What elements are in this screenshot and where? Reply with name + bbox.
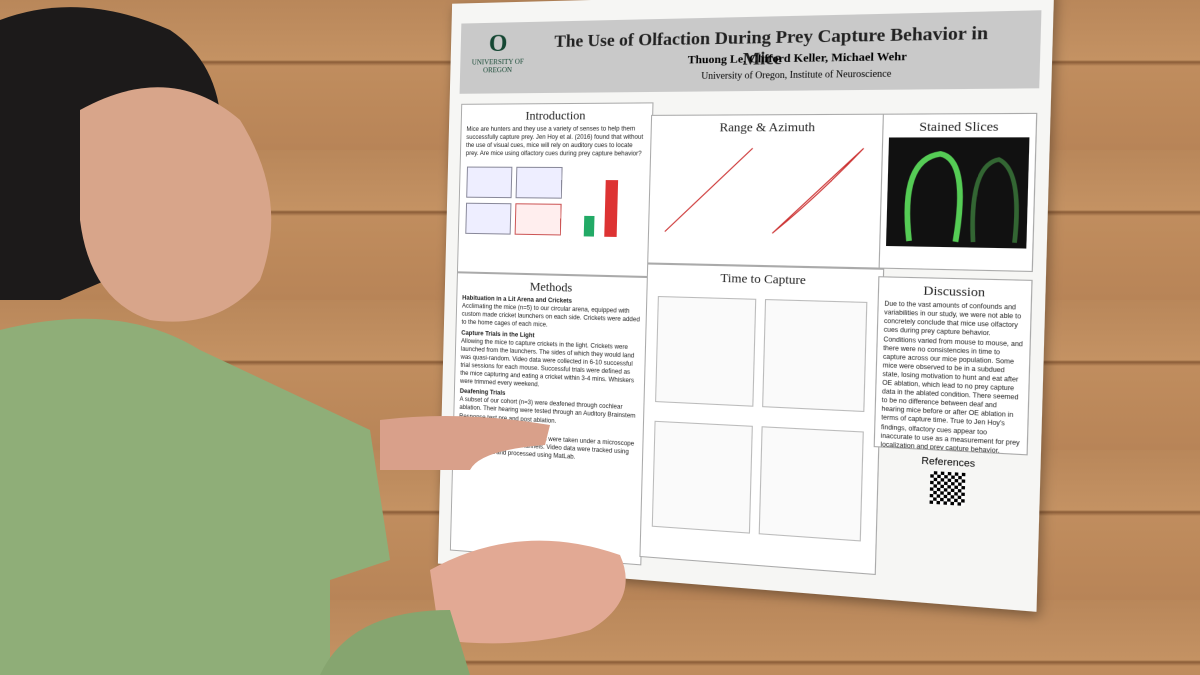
arena-plot bbox=[516, 167, 562, 198]
intro-figure bbox=[464, 159, 619, 242]
face bbox=[80, 87, 272, 322]
sleeve bbox=[320, 610, 470, 675]
introduction-box: Introduction Mice are hunters and they u… bbox=[456, 102, 654, 278]
hand bbox=[430, 540, 626, 644]
poster: O UNIVERSITY OF OREGON The Use of Olfacti… bbox=[437, 0, 1055, 612]
arena-plot bbox=[466, 203, 511, 234]
arena-plot bbox=[515, 203, 561, 234]
cardigan bbox=[0, 318, 390, 675]
arena-plot bbox=[467, 167, 512, 198]
hand bbox=[380, 416, 550, 470]
